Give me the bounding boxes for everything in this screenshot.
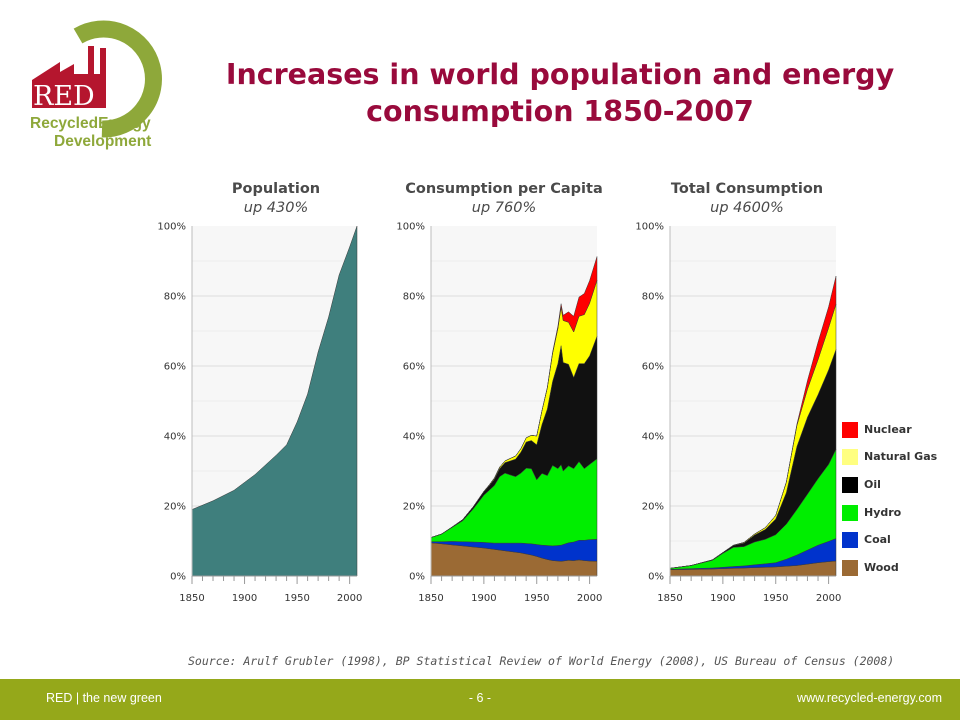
legend-label-natural-gas: Natural Gas (864, 450, 938, 463)
population-y-tick-label: 60% (164, 362, 186, 373)
total-y-tick-label: 40% (642, 432, 664, 443)
population-x-tick-label: 1900 (232, 593, 257, 604)
legend-swatch-oil (842, 477, 858, 493)
logo-abbr: RED (33, 81, 95, 112)
per-capita-x-tick-label: 1850 (418, 593, 443, 604)
total-chart-title: Total Consumption (670, 181, 824, 197)
logo-line1: RecycledEnergy (30, 115, 151, 132)
per-capita-chart-title: Consumption per Capita (405, 181, 603, 197)
per-capita-y-tick-label: 60% (403, 362, 425, 373)
legend-swatch-wood (842, 560, 858, 576)
per-capita-y-tick-label: 80% (403, 292, 425, 303)
footer-tagline: RED | the new green (46, 691, 162, 705)
population-y-tick-label: 20% (164, 502, 186, 513)
total-x-tick-label: 1900 (710, 593, 735, 604)
per-capita-y-tick-label: 40% (403, 432, 425, 443)
legend-swatch-hydro (842, 505, 858, 521)
logo-line2: Development (54, 133, 151, 150)
total-y-tick-label: 60% (642, 362, 664, 373)
source-citation: Source: Arulf Grubler (1998), BP Statist… (188, 654, 895, 668)
population-chart-title: Population (231, 181, 321, 197)
legend-label-wood: Wood (864, 561, 899, 574)
total-x-tick-label: 2000 (816, 593, 841, 604)
legend-label-oil: Oil (864, 478, 881, 491)
total-y-tick-label: 0% (648, 572, 664, 583)
legend-swatch-coal (842, 532, 858, 548)
population-y-tick-label: 0% (170, 572, 186, 583)
logo-factory-icon (32, 46, 106, 108)
per-capita-area-nuclear (430, 256, 598, 538)
legend-swatch-nuclear (842, 422, 858, 438)
population-y-tick-label: 80% (164, 292, 186, 303)
population-x-tick-label: 1950 (284, 593, 309, 604)
per-capita-chart-subtitle: up 760% (471, 200, 537, 216)
per-capita-y-tick-label: 20% (403, 502, 425, 513)
per-capita-y-tick-label: 100% (396, 222, 425, 233)
population-x-tick-label: 1850 (179, 593, 204, 604)
slide-title: Increases in world population and energy… (225, 58, 895, 128)
total-y-tick-label: 80% (642, 292, 664, 303)
red-logo: RED RecycledEnergy Development (30, 20, 162, 150)
population-y-tick-label: 40% (164, 432, 186, 443)
total-area-nuclear (669, 276, 837, 569)
total-y-tick-label: 20% (642, 502, 664, 513)
per-capita-x-tick-label: 2000 (577, 593, 602, 604)
population-x-tick-label: 2000 (337, 593, 362, 604)
total-chart-subtitle: up 4600% (710, 200, 784, 216)
total-x-tick-label: 1950 (763, 593, 788, 604)
per-capita-x-tick-label: 1950 (524, 593, 549, 604)
total-x-tick-label: 1850 (657, 593, 682, 604)
logo-ring (73, 20, 162, 138)
legend-label-hydro: Hydro (864, 506, 902, 519)
population-y-tick-label: 100% (157, 222, 186, 233)
per-capita-x-tick-label: 1900 (471, 593, 496, 604)
legend-label-coal: Coal (864, 533, 891, 546)
footer-bar: RED | the new green - 6 - www.recycled-e… (0, 679, 960, 720)
population-chart-subtitle: up 430% (243, 200, 309, 216)
page-number: - 6 - (468, 691, 492, 705)
footer-website-link[interactable]: www.recycled-energy.com (797, 691, 942, 705)
total-y-tick-label: 100% (635, 222, 664, 233)
legend-swatch-natural-gas (842, 449, 858, 465)
per-capita-y-tick-label: 0% (409, 572, 425, 583)
legend-label-nuclear: Nuclear (864, 423, 912, 436)
